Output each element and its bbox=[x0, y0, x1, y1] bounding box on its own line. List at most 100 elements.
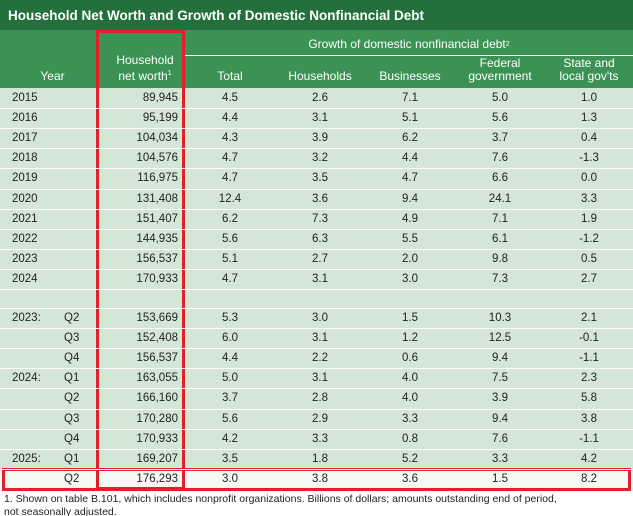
cell: 24.1 bbox=[488, 192, 512, 205]
cell: 3.3 bbox=[581, 192, 597, 205]
cell: 4.5 bbox=[222, 92, 238, 104]
column-header: Businesses bbox=[379, 69, 441, 83]
cell: -0.1 bbox=[579, 332, 599, 345]
row-separator bbox=[0, 248, 633, 250]
cell: 4.9 bbox=[402, 212, 418, 225]
net-worth-cell: 151,407 bbox=[136, 212, 178, 225]
cell: 5.1 bbox=[402, 112, 418, 125]
cell: 6.3 bbox=[312, 232, 328, 245]
cell: 3.1 bbox=[312, 272, 328, 285]
net-worth-cell: 131,408 bbox=[136, 192, 178, 205]
quarter-cell: Q4 bbox=[64, 432, 80, 445]
cell: 5.0 bbox=[222, 372, 238, 385]
cell: 1.8 bbox=[312, 452, 328, 465]
net-worth-cell: 89,945 bbox=[142, 92, 178, 104]
cell: 5.6 bbox=[492, 112, 508, 125]
cell: 12.4 bbox=[218, 192, 242, 205]
cell: 1.0 bbox=[581, 92, 597, 104]
cell: 3.2 bbox=[312, 152, 328, 165]
cell: 6.6 bbox=[492, 172, 508, 185]
cell: 7.3 bbox=[492, 272, 508, 285]
cell: 0.8 bbox=[402, 432, 418, 445]
cell: 5.3 bbox=[222, 312, 238, 324]
year-cell: 2022 bbox=[12, 232, 38, 245]
cell: 5.0 bbox=[492, 92, 508, 104]
column-header: Federal government bbox=[468, 56, 532, 83]
footnote: 1. Shown on table B.101, which includes … bbox=[4, 493, 557, 516]
row-separator bbox=[0, 388, 633, 390]
year-cell: 2023 bbox=[12, 252, 38, 265]
column-header: Households bbox=[288, 69, 352, 83]
year-cell: 2016 bbox=[12, 112, 38, 125]
net-worth-cell: 95,199 bbox=[142, 112, 178, 125]
cell: 3.3 bbox=[312, 432, 328, 445]
cell: 2.3 bbox=[581, 372, 597, 385]
quarter-cell: Q2 bbox=[64, 472, 80, 485]
row-separator bbox=[0, 368, 633, 370]
cell: 6.2 bbox=[402, 132, 418, 145]
cell: 0.6 bbox=[402, 352, 418, 365]
net-worth-cell: 163,055 bbox=[136, 372, 178, 385]
cell: 3.9 bbox=[492, 392, 508, 405]
cell: 6.2 bbox=[222, 212, 238, 225]
cell: 3.8 bbox=[312, 472, 328, 485]
year-cell: 2024: bbox=[12, 372, 41, 385]
cell: 1.3 bbox=[581, 112, 597, 125]
cell: 3.0 bbox=[402, 272, 418, 285]
row-separator bbox=[0, 208, 633, 210]
cell: 7.5 bbox=[492, 372, 508, 385]
quarter-cell: Q1 bbox=[64, 452, 80, 465]
net-worth-cell: 166,160 bbox=[136, 392, 178, 405]
cell: 7.6 bbox=[492, 152, 508, 165]
cell: 3.1 bbox=[312, 372, 328, 385]
quarter-cell: Q1 bbox=[64, 372, 80, 385]
row-separator bbox=[0, 108, 633, 110]
cell: 0.5 bbox=[581, 252, 597, 265]
cell: 0.0 bbox=[581, 172, 597, 185]
cell: 2.6 bbox=[312, 92, 328, 104]
net-worth-cell: 156,537 bbox=[136, 252, 178, 265]
net-worth-label: Household net worth bbox=[116, 53, 174, 83]
cell: 3.6 bbox=[312, 192, 328, 205]
cell: 7.6 bbox=[492, 432, 508, 445]
cell: 12.5 bbox=[488, 332, 512, 345]
net-worth-cell: 153,669 bbox=[136, 312, 178, 324]
net-worth-cell: 156,537 bbox=[136, 352, 178, 365]
year-cell: 2023: bbox=[12, 312, 41, 324]
cell: 3.6 bbox=[402, 472, 418, 485]
year-cell: 2024 bbox=[12, 272, 38, 285]
cell: 5.6 bbox=[222, 412, 238, 425]
cell: 5.1 bbox=[222, 252, 238, 265]
column-header: State and local gov'ts bbox=[559, 56, 619, 83]
row-separator bbox=[0, 128, 633, 130]
row-separator bbox=[0, 168, 633, 170]
row-separator bbox=[0, 448, 633, 450]
quarter-cell: Q2 bbox=[64, 392, 80, 405]
cell: -1.1 bbox=[579, 432, 599, 445]
cell: 5.8 bbox=[581, 392, 597, 405]
cell: -1.2 bbox=[579, 232, 599, 245]
net-worth-header: Household net worth1 bbox=[105, 30, 185, 88]
cell: 6.0 bbox=[222, 332, 238, 345]
cell: 3.5 bbox=[312, 172, 328, 185]
cell: 5.5 bbox=[402, 232, 418, 245]
cell: 8.2 bbox=[581, 472, 597, 485]
year-header: Year bbox=[40, 69, 65, 83]
year-cell: 2018 bbox=[12, 152, 38, 165]
cell: 1.5 bbox=[402, 312, 418, 324]
quarter-cell: Q3 bbox=[64, 412, 80, 425]
net-worth-cell: 170,280 bbox=[136, 412, 178, 425]
quarter-cell: Q3 bbox=[64, 332, 80, 345]
cell: 9.8 bbox=[492, 252, 508, 265]
quarter-cell: Q2 bbox=[64, 312, 80, 324]
cell: 1.2 bbox=[402, 332, 418, 345]
row-separator bbox=[0, 468, 633, 470]
cell: 4.7 bbox=[222, 152, 238, 165]
cell: 0.4 bbox=[581, 132, 597, 145]
cell: 2.9 bbox=[312, 412, 328, 425]
cell: 5.6 bbox=[222, 232, 238, 245]
cell: 6.1 bbox=[492, 232, 508, 245]
title: Household Net Worth and Growth of Domest… bbox=[8, 8, 425, 23]
group-text: Growth of domestic nonfinancial debt bbox=[308, 37, 506, 51]
cell: 2.1 bbox=[581, 312, 597, 324]
